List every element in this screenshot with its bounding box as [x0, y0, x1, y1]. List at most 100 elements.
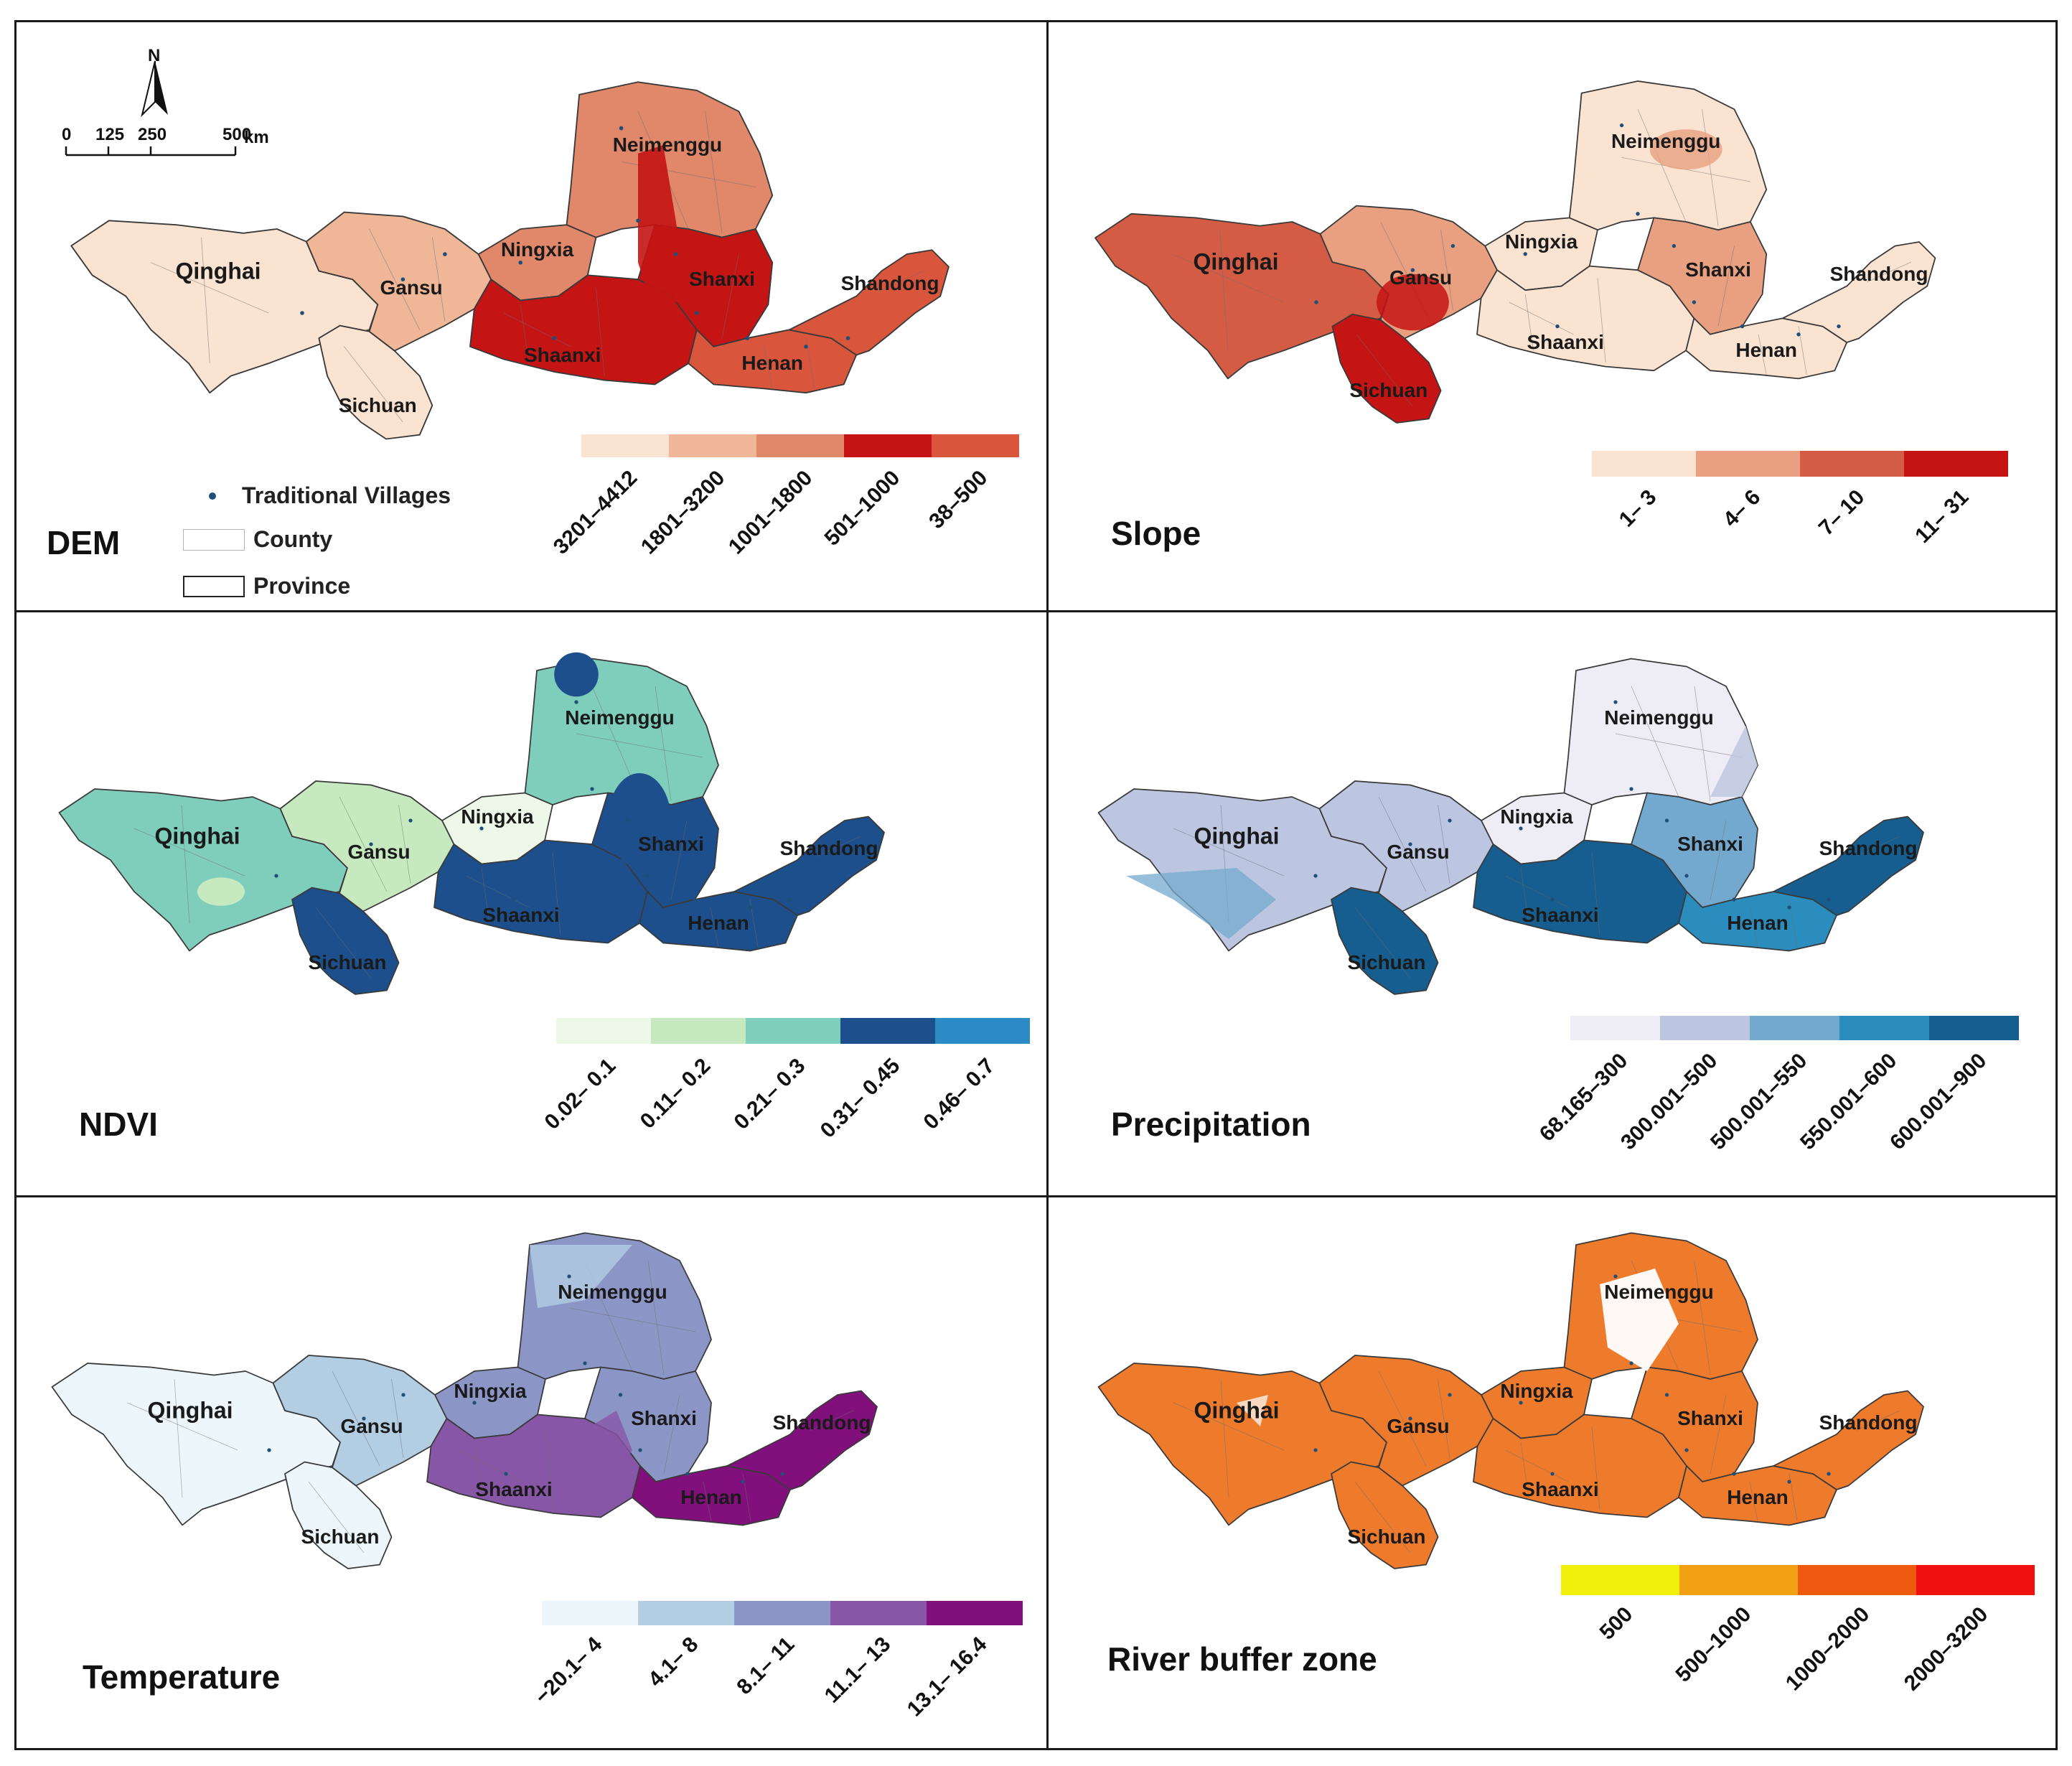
county-boundary — [655, 686, 672, 801]
county-boundary — [545, 1426, 554, 1510]
region-label-shandong: Shandong — [1829, 262, 1928, 285]
province-shape-sichuan — [318, 324, 433, 440]
key-row: County — [183, 526, 332, 553]
village-dot-icon — [1672, 243, 1677, 248]
village-dot-icon — [685, 1472, 690, 1476]
county-boundary — [1354, 907, 1411, 979]
province-shape-sichuan — [291, 887, 400, 995]
village-dot-icon — [518, 260, 523, 265]
village-dot-icon — [1523, 252, 1527, 256]
county-boundary — [1597, 278, 1606, 363]
region-label-sichuan: Sichuan — [338, 393, 417, 416]
county-boundary — [1749, 907, 1758, 948]
county-boundary — [1504, 1449, 1569, 1482]
temp-zone — [530, 1245, 632, 1308]
county-boundary — [596, 287, 605, 376]
village-dot-icon — [1555, 324, 1560, 329]
north-arrow-left — [141, 60, 156, 118]
buffer-gap — [1600, 1269, 1679, 1371]
legend-swatch — [1570, 1016, 1660, 1040]
county-boundary — [369, 228, 421, 330]
county-boundary — [552, 851, 561, 935]
county-boundary — [1710, 820, 1727, 900]
village-dot-icon — [625, 818, 630, 823]
panel-title: River buffer zone — [1107, 1640, 1377, 1678]
village-dot-icon — [1664, 1393, 1669, 1397]
region-label-shanxi: Shanxi — [1677, 1407, 1743, 1429]
precip-zone — [1710, 726, 1758, 797]
region-label-qinghai: Qinghai — [1194, 1397, 1280, 1424]
county-boundary — [1867, 261, 1911, 283]
region-label-shandong: Shandong — [772, 1411, 871, 1434]
village-dot-icon — [673, 252, 678, 256]
village-dot-icon — [1827, 897, 1831, 902]
region-label-shandong: Shandong — [779, 836, 878, 859]
province-shape-henan — [632, 1465, 791, 1526]
province-shape-shandong — [1773, 1390, 1924, 1490]
village-dot-icon — [1796, 332, 1801, 337]
province-shape-gansu — [279, 780, 455, 912]
province-shape-gansu — [1318, 780, 1494, 912]
county-boundary — [1438, 1378, 1450, 1459]
region-label-neimenggu: Neimenggu — [1604, 1281, 1714, 1303]
province-shape-sichuan — [1331, 887, 1439, 995]
province-shape-henan — [1678, 891, 1837, 952]
village-dot-icon — [1619, 123, 1624, 128]
county-boundary — [1173, 1402, 1285, 1451]
region-label-gansu: Gansu — [340, 1415, 403, 1437]
county-boundary — [201, 237, 210, 364]
village-dot-icon — [1787, 1480, 1791, 1484]
north-arrow-icon — [141, 60, 168, 118]
map-group — [51, 1232, 878, 1569]
panel-title: DEM — [47, 524, 121, 561]
region-label-sichuan: Sichuan — [1347, 951, 1426, 973]
province-shape-henan — [688, 329, 858, 394]
province-shape-gansu — [1318, 1355, 1494, 1487]
village-dot-icon — [1519, 826, 1523, 831]
county-boundary — [465, 875, 530, 908]
scale-bar-label: 125 — [95, 125, 125, 144]
scale-bar-label: 250 — [138, 125, 167, 144]
county-boundary — [398, 804, 411, 884]
region-label-gansu: Gansu — [1389, 266, 1453, 289]
panel-title: NDVI — [79, 1106, 158, 1143]
county-boundary — [817, 836, 861, 856]
village-dot-icon — [1827, 1472, 1831, 1476]
village-dot-icon — [1313, 1448, 1318, 1452]
village-dot-icon — [1313, 874, 1318, 878]
county-boundary — [1354, 1481, 1411, 1554]
village-dot-icon — [1613, 700, 1618, 704]
village-dot-icon — [1519, 1401, 1523, 1405]
region-label-ningxia: Ningxia — [461, 805, 534, 828]
village-dot-icon — [1448, 818, 1452, 823]
buffer-gap — [1237, 1395, 1268, 1426]
region-label-sichuan: Sichuan — [301, 1526, 380, 1548]
county-boundary — [1591, 1426, 1600, 1510]
slope-zone — [1649, 129, 1722, 170]
region-label-shanxi: Shanxi — [1685, 258, 1751, 281]
village-dot-icon — [1629, 787, 1633, 791]
village-dot-icon — [741, 1480, 745, 1484]
frame-line — [14, 610, 2058, 612]
village-dot-icon — [1550, 1472, 1555, 1476]
county-boundary — [1438, 804, 1450, 884]
village-dot-icon — [479, 826, 484, 831]
region-label-sichuan: Sichuan — [1347, 1526, 1426, 1548]
region-label-shaanxi: Shaanxi — [523, 343, 601, 366]
region-label-qinghai: Qinghai — [175, 258, 261, 284]
county-boundary — [1378, 796, 1427, 892]
region-label-shanxi: Shanxi — [638, 833, 704, 855]
key-row: Province — [183, 573, 350, 599]
panel-title: Slope — [1111, 515, 1201, 552]
village-dot-icon — [401, 1393, 406, 1397]
village-dot-icon — [1664, 818, 1669, 823]
county-boundary — [1758, 334, 1767, 375]
village-dot-icon — [369, 842, 373, 846]
village-dot-icon — [1408, 1416, 1412, 1421]
key-label: Traditional Villages — [242, 482, 451, 508]
north-label: N — [148, 46, 161, 65]
village-dot-icon — [1314, 300, 1318, 304]
county-boundary — [1631, 686, 1679, 798]
